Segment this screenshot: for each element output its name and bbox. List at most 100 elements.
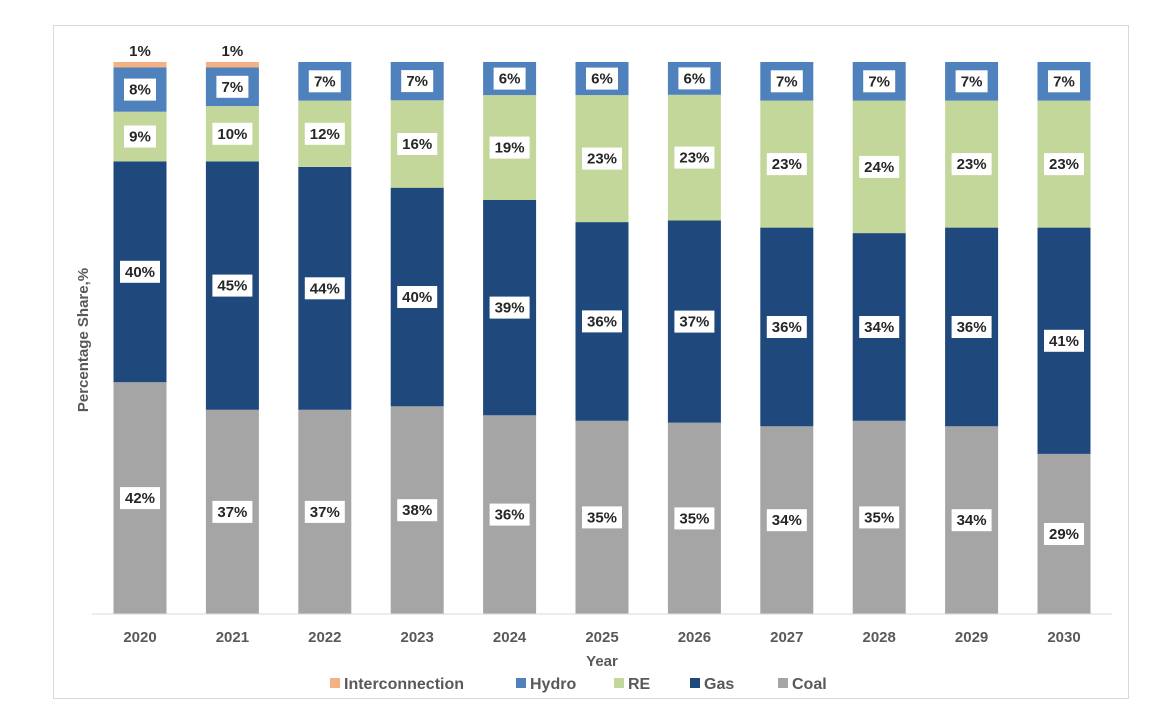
chart-frame [53, 25, 1129, 699]
data-label-box-hydro-2023 [401, 70, 434, 93]
data-label-box-hydro-2029 [955, 70, 988, 93]
data-label-gas-2021: 45% [217, 278, 247, 295]
legend: Interconnection Hydro RE Gas Coal [330, 676, 827, 693]
legend-label-coal: Coal [792, 676, 827, 693]
x-tick-label-2020: 2020 [123, 629, 156, 646]
data-label-hydro-2027: 7% [776, 73, 798, 90]
data-label-coal-2020: 42% [125, 490, 155, 507]
y-axis-title: Percentage Share,% [75, 268, 92, 412]
legend-swatch-coal [778, 678, 788, 688]
data-label-gas-2020: 40% [125, 264, 155, 281]
bar-interconnection-2021 [205, 62, 259, 68]
data-label-re-2029: 23% [957, 156, 987, 173]
data-label-gas-2025: 36% [587, 313, 617, 330]
data-label-box-gas-2028 [859, 316, 900, 338]
data-label-box-gas-2021 [212, 274, 253, 297]
data-label-hydro-2028: 7% [868, 73, 890, 90]
data-label-box-re-2026 [674, 146, 715, 169]
data-label-coal-2022: 37% [310, 504, 340, 521]
data-label-box-re-2022 [304, 122, 345, 145]
data-label-coal-2024: 36% [495, 507, 525, 524]
data-label-coal-2030: 29% [1049, 526, 1079, 543]
data-label-box-coal-2024 [489, 503, 530, 526]
data-label-hydro-2030: 7% [1053, 73, 1075, 90]
data-label-box-re-2028 [859, 155, 900, 178]
data-label-box-hydro-2020 [124, 78, 156, 101]
data-label-gas-2029: 36% [957, 319, 987, 336]
data-label-re-2022: 12% [310, 126, 340, 143]
data-label-hydro-2029: 7% [961, 73, 983, 90]
data-label-box-hydro-2026 [678, 67, 711, 90]
data-label-box-re-2020 [124, 125, 156, 148]
data-label-box-coal-2028 [859, 506, 900, 529]
data-label-box-gas-2027 [766, 316, 807, 338]
data-label-box-coal-2027 [766, 509, 807, 532]
data-label-box-hydro-2025 [586, 67, 618, 90]
data-label-hydro-2021: 7% [222, 79, 244, 96]
data-label-re-2020: 9% [129, 129, 151, 146]
data-label-gas-2030: 41% [1049, 333, 1079, 350]
x-tick-label-2030: 2030 [1047, 629, 1080, 646]
data-label-box-coal-2020 [120, 487, 160, 510]
data-label-box-coal-2021 [212, 500, 253, 523]
data-label-re-2021: 10% [217, 126, 247, 143]
data-label-box-hydro-2030 [1048, 70, 1080, 93]
data-label-box-re-2023 [397, 133, 438, 155]
data-label-gas-2026: 37% [679, 314, 709, 331]
bars-layer [113, 62, 1091, 614]
data-label-gas-2022: 44% [310, 280, 340, 297]
data-label-box-hydro-2021 [216, 75, 249, 98]
x-axis-title: Year [586, 653, 618, 670]
data-label-box-gas-2026 [674, 310, 715, 333]
legend-swatch-interconnection [330, 678, 340, 688]
x-tick-label-2023: 2023 [401, 629, 434, 646]
data-label-gas-2028: 34% [864, 319, 894, 336]
data-label-box-hydro-2022 [308, 70, 341, 93]
data-label-gas-2024: 39% [495, 300, 525, 317]
data-label-box-re-2021 [212, 122, 253, 145]
data-label-box-hydro-2027 [770, 70, 803, 93]
data-label-coal-2021: 37% [217, 504, 247, 521]
bar-interconnection-2020 [113, 62, 167, 68]
data-label-re-2027: 23% [772, 156, 802, 173]
data-label-re-2026: 23% [679, 150, 709, 167]
legend-label-interconnection: Interconnection [344, 676, 464, 693]
data-label-re-2030: 23% [1049, 156, 1079, 173]
data-label-hydro-2024: 6% [499, 71, 521, 88]
legend-swatch-hydro [516, 678, 526, 688]
data-label-hydro-2022: 7% [314, 73, 336, 90]
data-label-coal-2027: 34% [772, 512, 802, 529]
data-label-box-coal-2030 [1044, 523, 1084, 545]
data-label-hydro-2020: 8% [129, 82, 151, 99]
data-label-coal-2026: 35% [679, 510, 709, 527]
data-label-box-hydro-2028 [863, 70, 896, 93]
data-label-interconnection-2021: 1% [222, 43, 244, 60]
x-tick-label-2029: 2029 [955, 629, 988, 646]
data-label-interconnection-2020: 1% [129, 43, 151, 60]
x-tick-label-2024: 2024 [493, 629, 527, 646]
x-tick-label-2021: 2021 [216, 629, 249, 646]
data-labels-layer: 42% 40% 9% 8% 1% 37% 45% 10% 7% 1% 37% 44% 12% 7% 38% 4… [120, 43, 1084, 545]
x-tick-label-2025: 2025 [585, 629, 618, 646]
data-label-box-gas-2022 [304, 277, 345, 300]
data-label-coal-2025: 35% [587, 509, 617, 526]
legend-swatch-re [614, 678, 624, 688]
data-label-hydro-2023: 7% [406, 73, 428, 90]
x-tick-label-2026: 2026 [678, 629, 711, 646]
data-label-hydro-2026: 6% [684, 70, 706, 87]
data-label-coal-2029: 34% [957, 512, 987, 529]
data-label-re-2024: 19% [495, 140, 525, 157]
data-label-box-re-2029 [951, 153, 992, 176]
data-label-box-gas-2023 [397, 286, 438, 308]
data-label-hydro-2025: 6% [591, 71, 613, 88]
data-label-coal-2023: 38% [402, 502, 432, 519]
data-label-box-re-2030 [1044, 153, 1084, 176]
x-tick-label-2028: 2028 [863, 629, 896, 646]
legend-label-gas: Gas [704, 676, 734, 693]
legend-label-re: RE [628, 676, 651, 693]
x-tick-label-2027: 2027 [770, 629, 803, 646]
x-tick-label-2022: 2022 [308, 629, 341, 646]
data-label-box-gas-2024 [489, 296, 530, 319]
data-label-box-coal-2026 [674, 507, 715, 530]
x-tick-labels: 2020 2021 2022 2023 2024 2025 2026 2027 2028 2029… [123, 629, 1080, 646]
